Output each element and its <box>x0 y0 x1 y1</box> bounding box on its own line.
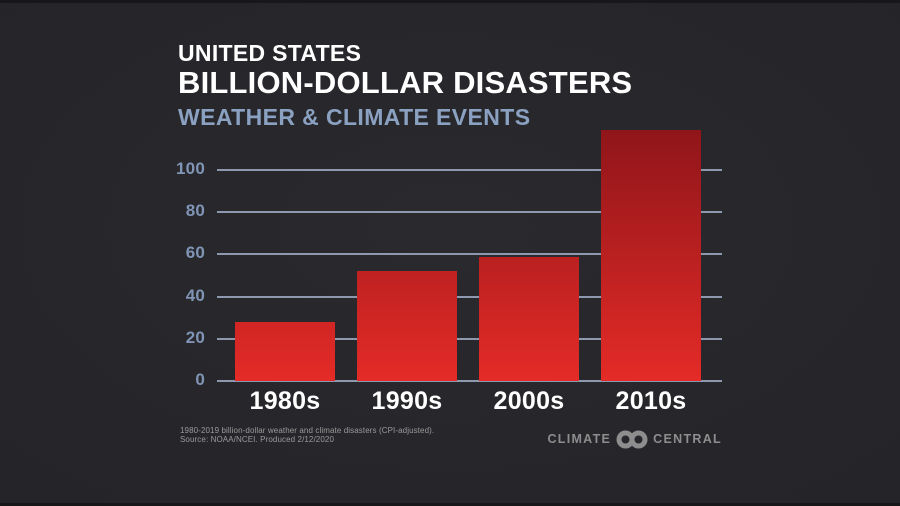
logo-text-central: CENTRAL <box>653 432 722 446</box>
y-tick-label-40: 40 <box>185 285 205 305</box>
chart-kicker: UNITED STATES <box>178 40 362 66</box>
x-axis-label-2010s: 2010s <box>615 387 687 415</box>
bar-1980s <box>235 322 335 381</box>
footer-note: 1980-2019 billion-dollar weather and cli… <box>180 426 434 444</box>
y-tick-label-100: 100 <box>176 159 205 178</box>
gridline-100 <box>217 169 722 171</box>
bar-2010s <box>601 130 701 381</box>
footer-note-line2: Source: NOAA/NCEI. Produced 2/12/2020 <box>180 435 335 444</box>
climate-central-logo: CLIMATE CENTRAL <box>547 428 722 450</box>
gridline-40 <box>217 295 722 298</box>
y-tick-label-60: 60 <box>185 243 205 263</box>
bar-2000s <box>479 257 579 381</box>
bar-1990s <box>357 271 457 381</box>
y-tick-label-0: 0 <box>195 370 205 389</box>
gridline-0 <box>217 380 722 382</box>
y-tick-label-80: 80 <box>185 201 205 221</box>
plot-area: 0 20 40 60 80 100 1980s 1990s 2000s 2010s <box>176 120 722 415</box>
logo-text-climate: CLIMATE <box>547 432 612 446</box>
x-axis-label-1990s: 1990s <box>371 387 443 415</box>
y-tick-label-20: 20 <box>185 327 205 347</box>
x-axis-label-2000s: 2000s <box>493 387 565 415</box>
logo-rings-icon <box>616 429 648 450</box>
gridline-20 <box>217 337 722 340</box>
gridline-60 <box>217 253 722 256</box>
x-axis-label-1980s: 1980s <box>249 387 321 415</box>
top-edge-divider <box>0 0 900 3</box>
gridline-80 <box>217 211 722 214</box>
header: UNITED STATES BILLION-DOLLAR DISASTERS W… <box>178 41 632 129</box>
chart-subtitle: WEATHER & CLIMATE EVENTS <box>178 103 531 130</box>
chart-title: BILLION-DOLLAR DISASTERS <box>178 65 633 101</box>
bottom-edge-divider <box>0 503 900 506</box>
footer-note-line1: 1980-2019 billion-dollar weather and cli… <box>180 426 435 435</box>
